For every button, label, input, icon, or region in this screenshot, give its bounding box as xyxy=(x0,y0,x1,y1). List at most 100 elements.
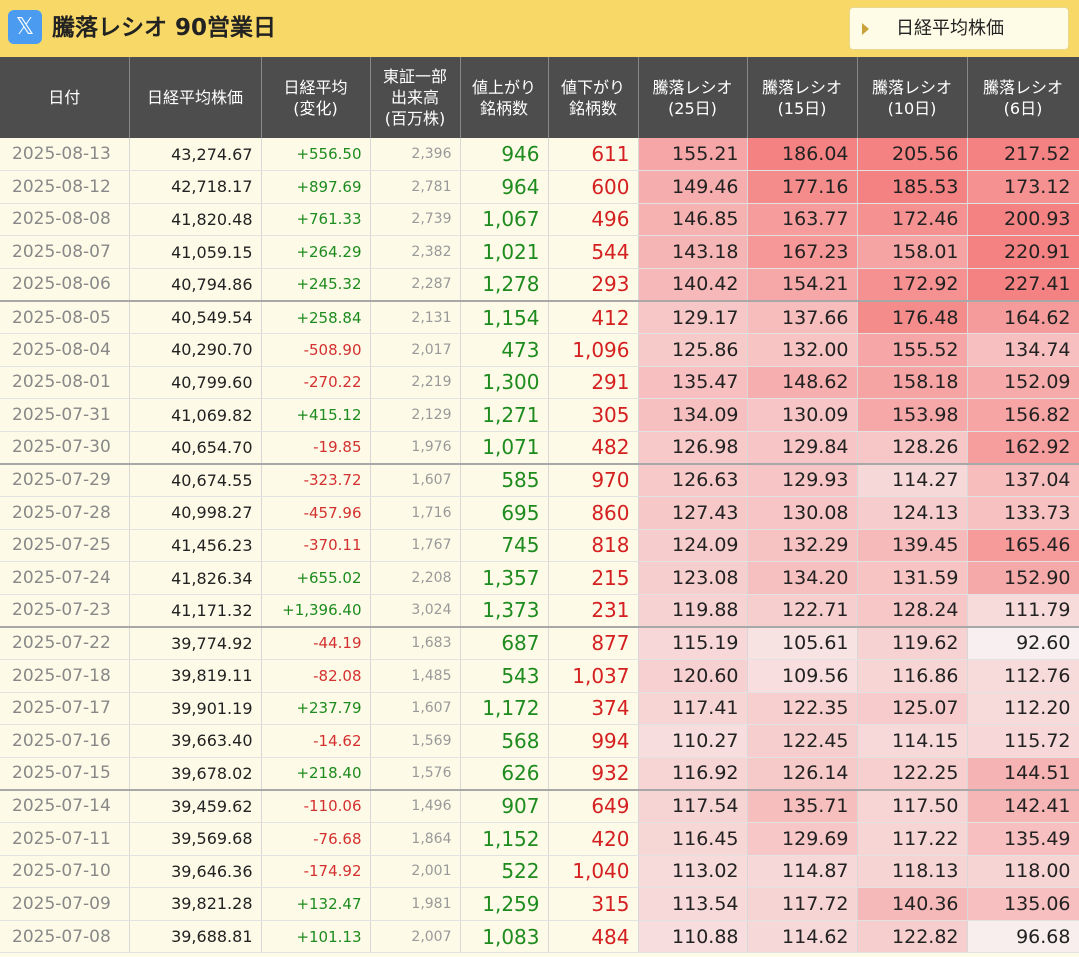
table-row: 2025-07-23 41,171.32 +1,396.40 3,024 1,373 23… xyxy=(0,594,1079,628)
date-cell: 2025-08-13 xyxy=(0,138,130,172)
ratio-10d-cell: 155.52 xyxy=(857,333,968,367)
table-row: 2025-07-14 39,459.62 -110.06 1,496 907 649 117… xyxy=(0,789,1079,823)
ratio-10d-cell: 122.25 xyxy=(857,757,968,791)
column-header[interactable]: 日付 xyxy=(0,57,130,138)
table-row: 2025-08-01 40,799.60 -270.22 2,219 1,300 291 1… xyxy=(0,366,1079,400)
advancing-count-cell: 1,021 xyxy=(460,235,549,269)
nikkei-change-cell: +237.79 xyxy=(261,692,371,726)
ratio-10d-cell: 205.56 xyxy=(857,138,968,172)
nikkei-change-cell: -508.90 xyxy=(261,333,371,367)
ratio-25d-cell: 125.86 xyxy=(638,333,748,367)
date-cell: 2025-07-16 xyxy=(0,724,130,758)
ratio-6d-cell: 118.00 xyxy=(967,855,1079,889)
nikkei-price-cell: 40,290.70 xyxy=(129,333,262,367)
table-body: 2025-08-13 43,274.67 +556.50 2,396 946 611 155… xyxy=(0,138,1079,954)
advancing-count-cell: 695 xyxy=(460,496,549,530)
declining-count-cell: 305 xyxy=(548,398,639,432)
nikkei-price-cell: 40,549.54 xyxy=(129,300,262,335)
volume-cell: 1,607 xyxy=(370,463,461,498)
declining-count-cell: 649 xyxy=(548,789,639,823)
volume-cell: 1,864 xyxy=(370,822,461,856)
nikkei-price-cell: 40,998.27 xyxy=(129,496,262,530)
ratio-15d-cell: 132.29 xyxy=(747,529,858,563)
column-header[interactable]: 騰落レシオ (25日) xyxy=(638,57,748,138)
ratio-6d-cell: 111.79 xyxy=(967,594,1079,628)
ratio-6d-cell: 134.74 xyxy=(967,333,1079,367)
column-header[interactable]: 日経平均 (変化) xyxy=(261,57,371,138)
volume-cell: 2,001 xyxy=(370,855,461,889)
ratio-15d-cell: 129.69 xyxy=(747,822,858,856)
ratio-25d-cell: 116.92 xyxy=(638,757,748,791)
ratio-25d-cell: 113.54 xyxy=(638,887,748,921)
x-logo-icon[interactable]: 𝕏 xyxy=(8,10,42,44)
ratio-10d-cell: 128.24 xyxy=(857,594,968,628)
ratio-25d-cell: 117.41 xyxy=(638,692,748,726)
volume-cell: 1,576 xyxy=(370,757,461,791)
nikkei-change-cell: -44.19 xyxy=(261,626,371,660)
advancing-count-cell: 1,067 xyxy=(460,203,549,237)
nikkei-change-cell: +1,396.40 xyxy=(261,594,371,628)
column-header[interactable]: 値下がり 銘柄数 xyxy=(548,57,639,138)
ratio-10d-cell: 158.01 xyxy=(857,235,968,269)
ratio-25d-cell: 126.63 xyxy=(638,463,748,498)
ratio-15d-cell: 114.87 xyxy=(747,855,858,889)
date-cell: 2025-08-01 xyxy=(0,366,130,400)
column-header[interactable]: 騰落レシオ (6日) xyxy=(967,57,1079,138)
advancing-count-cell: 964 xyxy=(460,170,549,204)
column-header[interactable]: 東証一部 出来高 (百万株) xyxy=(370,57,461,138)
page-title: 騰落レシオ 90営業日 xyxy=(52,15,277,41)
volume-cell: 2,382 xyxy=(370,235,461,269)
ratio-6d-cell: 115.72 xyxy=(967,724,1079,758)
column-header[interactable]: 日経平均株価 xyxy=(129,57,262,138)
volume-cell: 1,569 xyxy=(370,724,461,758)
declining-count-cell: 484 xyxy=(548,920,639,954)
nikkei-price-cell: 40,654.70 xyxy=(129,431,262,465)
ratio-25d-cell: 119.88 xyxy=(638,594,748,628)
table-row: 2025-07-24 41,826.34 +655.02 2,208 1,357 215 1… xyxy=(0,561,1079,595)
ratio-25d-cell: 134.09 xyxy=(638,398,748,432)
nikkei-price-cell: 39,901.19 xyxy=(129,692,262,726)
ratio-10d-cell: 117.50 xyxy=(857,789,968,823)
nikkei-change-cell: -270.22 xyxy=(261,366,371,400)
table-row: 2025-07-15 39,678.02 +218.40 1,576 626 932 116… xyxy=(0,757,1079,791)
volume-cell: 2,396 xyxy=(370,138,461,172)
volume-cell: 1,767 xyxy=(370,529,461,563)
ratio-6d-cell: 217.52 xyxy=(967,138,1079,172)
nikkei-change-cell: +897.69 xyxy=(261,170,371,204)
advancing-count-cell: 1,300 xyxy=(460,366,549,400)
date-cell: 2025-07-08 xyxy=(0,920,130,954)
declining-count-cell: 818 xyxy=(548,529,639,563)
declining-count-cell: 420 xyxy=(548,822,639,856)
nikkei-change-cell: +101.13 xyxy=(261,920,371,954)
declining-count-cell: 932 xyxy=(548,757,639,791)
advancing-count-cell: 1,172 xyxy=(460,692,549,726)
nikkei-price-cell: 39,459.62 xyxy=(129,789,262,823)
column-header[interactable]: 騰落レシオ (10日) xyxy=(857,57,968,138)
ratio-25d-cell: 135.47 xyxy=(638,366,748,400)
volume-cell: 2,007 xyxy=(370,920,461,954)
nikkei-change-cell: +556.50 xyxy=(261,138,371,172)
advancing-count-cell: 687 xyxy=(460,626,549,660)
ratio-15d-cell: 137.66 xyxy=(747,300,858,335)
volume-cell: 1,485 xyxy=(370,659,461,693)
date-cell: 2025-07-28 xyxy=(0,496,130,530)
ratio-15d-cell: 130.09 xyxy=(747,398,858,432)
date-cell: 2025-08-06 xyxy=(0,268,130,302)
triangle-right-icon xyxy=(862,23,869,35)
nikkei-price-cell: 39,663.40 xyxy=(129,724,262,758)
column-header[interactable]: 値上がり 銘柄数 xyxy=(460,57,549,138)
ratio-15d-cell: 117.72 xyxy=(747,887,858,921)
column-header[interactable]: 騰落レシオ (15日) xyxy=(747,57,858,138)
date-cell: 2025-08-12 xyxy=(0,170,130,204)
advancing-count-cell: 1,071 xyxy=(460,431,549,465)
nikkei-change-cell: +415.12 xyxy=(261,398,371,432)
ratio-10d-cell: 172.46 xyxy=(857,203,968,237)
date-cell: 2025-07-23 xyxy=(0,594,130,628)
table-row: 2025-07-22 39,774.92 -44.19 1,683 687 877 115.… xyxy=(0,626,1079,660)
table-row: 2025-08-13 43,274.67 +556.50 2,396 946 611 155… xyxy=(0,138,1079,172)
ratio-15d-cell: 105.61 xyxy=(747,626,858,660)
declining-count-cell: 215 xyxy=(548,561,639,595)
nikkei-average-link-button[interactable]: 日経平均株価 xyxy=(849,7,1069,50)
nikkei-change-cell: +655.02 xyxy=(261,561,371,595)
ratio-15d-cell: 129.84 xyxy=(747,431,858,465)
